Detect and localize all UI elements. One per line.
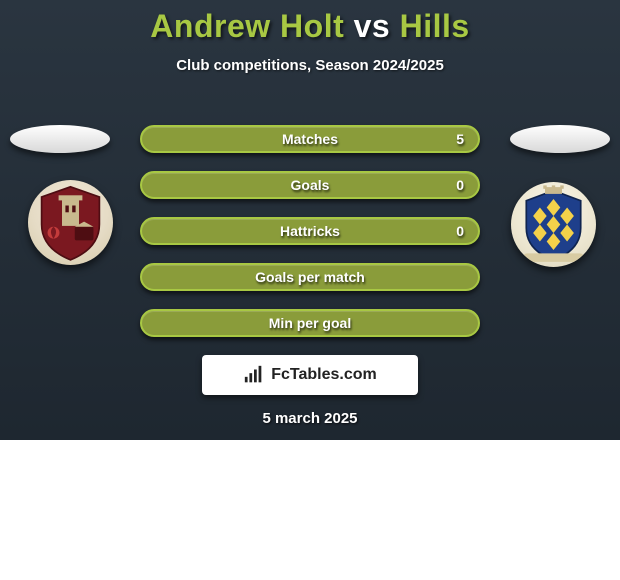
brand-badge: FcTables.com xyxy=(202,355,418,395)
stat-row-min-per-goal: Min per goal xyxy=(140,309,480,337)
date-text: 5 march 2025 xyxy=(0,410,620,427)
comparison-card: Andrew Holt vs Hills Club competitions, … xyxy=(0,0,620,440)
stats-bars: Matches 5 Goals 0 Hattricks 0 Goals per … xyxy=(140,125,480,355)
stat-value: 0 xyxy=(456,177,464,193)
stat-row-matches: Matches 5 xyxy=(140,125,480,153)
player2-club-crest xyxy=(511,182,596,267)
vs-separator: vs xyxy=(354,8,391,44)
northampton-crest-icon xyxy=(28,180,113,265)
stockport-crest-icon xyxy=(511,182,596,267)
stat-label: Matches xyxy=(282,131,338,147)
player1-photo-placeholder xyxy=(10,125,110,153)
stat-row-hattricks: Hattricks 0 xyxy=(140,217,480,245)
stat-label: Goals per match xyxy=(255,269,365,285)
stat-label: Hattricks xyxy=(280,223,340,239)
stat-value: 5 xyxy=(456,131,464,147)
player1-club-crest xyxy=(28,180,113,265)
stat-label: Min per goal xyxy=(269,315,351,331)
stat-value: 0 xyxy=(456,223,464,239)
stat-row-goals-per-match: Goals per match xyxy=(140,263,480,291)
bars-icon xyxy=(243,364,265,386)
stat-label: Goals xyxy=(291,177,330,193)
main-title: Andrew Holt vs Hills xyxy=(0,0,620,45)
subtitle: Club competitions, Season 2024/2025 xyxy=(0,57,620,74)
player2-name: Hills xyxy=(400,8,470,44)
empty-white-area xyxy=(0,440,620,580)
brand-text: FcTables.com xyxy=(271,366,377,384)
player2-photo-placeholder xyxy=(510,125,610,153)
stat-row-goals: Goals 0 xyxy=(140,171,480,199)
player1-name: Andrew Holt xyxy=(150,8,344,44)
